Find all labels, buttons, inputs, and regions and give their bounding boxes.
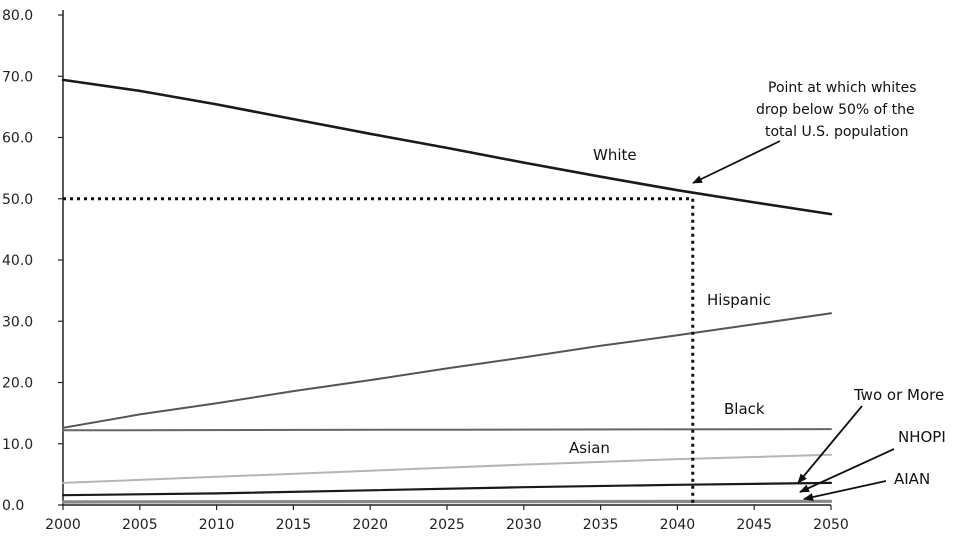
x-tick-label: 2045 [736,517,772,533]
annotation: Point at which whites drop below 50% of t… [692,80,917,184]
annotation-line: drop below 50% of the [756,102,915,118]
annotation-text: Point at which whites drop below 50% of t… [756,80,917,140]
threshold-lines [63,197,695,505]
y-tick-label: 30.0 [2,314,33,330]
x-tick-label: 2005 [122,517,158,533]
y-tick-label: 80.0 [2,8,33,24]
x-tick-label: 2035 [583,517,619,533]
series-line-aian [62,500,832,504]
annotation-arrow [692,140,781,184]
series-labels: White Hispanic Black Asian Two or More NHOPI A… [569,146,946,501]
series-line-hispanic [62,312,832,429]
series-label-white: White [593,146,637,164]
x-tick-label: 2030 [506,517,542,533]
arrow-nhopi [799,448,895,493]
series-line-two-or-more [61,481,833,497]
x-tick-label: 2000 [45,517,81,533]
x-tick-label: 2050 [813,517,849,533]
axes: 0.0 10.0 20.0 30.0 40.0 50.0 60.0 70.0 80.0 2000 2… [2,8,849,533]
annotation-line: Point at which whites [768,80,917,96]
x-tick-label: 2010 [199,517,235,533]
series-lines [61,78,833,504]
series-label-black: Black [724,400,765,418]
series-label-aian: AIAN [894,470,930,488]
y-tick-label: 0.0 [2,498,24,514]
y-tick-label: 60.0 [2,131,33,147]
series-line-white [61,78,833,216]
x-tick-label: 2015 [276,517,312,533]
y-tick-label: 20.0 [2,376,33,392]
y-tick-label: 10.0 [2,437,33,453]
series-line-black [62,428,832,432]
series-line-nhopi [62,499,832,503]
x-tick-label: 2040 [660,517,696,533]
series-line-asian [62,453,832,484]
y-tick-label: 40.0 [2,253,33,269]
arrow-two-or-more [797,405,863,484]
x-tick-label: 2020 [352,517,388,533]
arrow-aian [803,480,887,501]
series-label-two-or-more: Two or More [853,386,944,404]
y-tick-label: 50.0 [2,192,33,208]
y-tick-label: 70.0 [2,69,33,85]
series-label-hispanic: Hispanic [707,291,771,309]
x-tick-label: 2025 [429,517,465,533]
annotation-line: total U.S. population [765,124,908,140]
series-label-nhopi: NHOPI [898,428,946,446]
series-label-asian: Asian [569,439,610,457]
